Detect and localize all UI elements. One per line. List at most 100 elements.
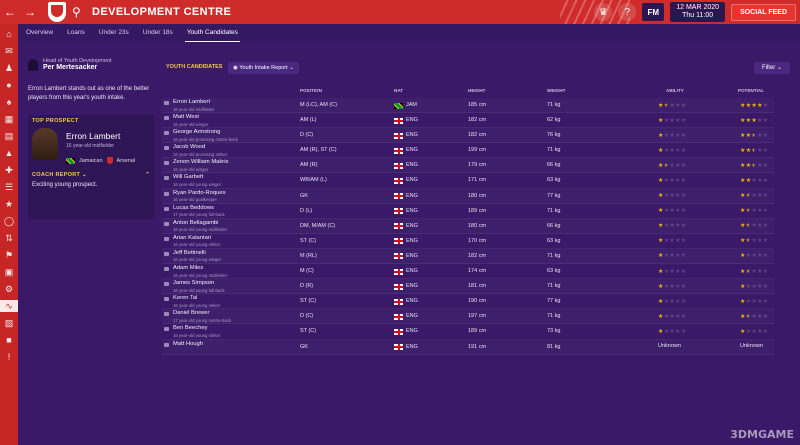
- fm-menu-button[interactable]: FM: [642, 3, 665, 21]
- player-name[interactable]: Daniel Brewer: [173, 310, 210, 317]
- potential-stars: ★★★★★: [740, 223, 769, 230]
- table-row[interactable]: Arian Kalantari 16 year-old young striker…: [162, 234, 774, 249]
- player-name[interactable]: George Armstrong: [173, 129, 221, 136]
- col-position[interactable]: POSITION: [300, 88, 322, 93]
- england-flag-icon: [394, 208, 403, 215]
- table-row[interactable]: Anton Bellagambi 16 year-old young midfie…: [162, 219, 774, 234]
- player-name[interactable]: James Simpson: [173, 280, 215, 287]
- table-row[interactable]: Lucas Beddows 17 year-old young full-back…: [162, 204, 774, 219]
- continue-date-button[interactable]: 12 MAR 2020 Thu 11:00: [670, 2, 726, 22]
- top-prospect-card[interactable]: TOP PROSPECT Erron Lambert 16 year-old m…: [28, 115, 154, 219]
- table-row[interactable]: George Armstrong 16 year-old promising ce…: [162, 128, 774, 144]
- player-nationality: ENG: [406, 147, 418, 154]
- home-icon[interactable]: ⌂: [6, 29, 12, 39]
- tab-under-23s[interactable]: Under 23s: [98, 29, 129, 36]
- potential-stars: ★★★★★: [740, 162, 769, 169]
- table-row[interactable]: Daniel Brewer 17 year-old young centre-ba…: [162, 309, 774, 325]
- squad-icon[interactable]: ♟: [4, 63, 14, 73]
- player-name[interactable]: Jeff Bettinelli: [173, 249, 206, 256]
- youth-intake-report-dropdown[interactable]: ◉ Youth Intake Report ⌄: [228, 62, 299, 74]
- dynamics-icon[interactable]: ●: [6, 80, 12, 90]
- staff-icon[interactable]: ♠: [6, 97, 12, 107]
- player-name[interactable]: Ryan Pardo-Roques: [173, 189, 226, 196]
- player-weight: 63 kg: [547, 177, 561, 184]
- club-vision-icon[interactable]: ▧: [4, 318, 14, 328]
- schedule-icon[interactable]: ☰: [4, 182, 14, 192]
- alert-icon[interactable]: !: [7, 352, 11, 362]
- player-weight: 71 kg: [547, 207, 561, 214]
- player-name[interactable]: Lucas Beddows: [173, 204, 214, 211]
- trophy-icon[interactable]: ♛: [594, 3, 613, 21]
- player-height: 180 cm: [468, 222, 487, 229]
- tab-under-18s[interactable]: Under 18s: [142, 29, 173, 36]
- club-crest-icon[interactable]: [48, 2, 66, 22]
- transfers-icon[interactable]: ⇅: [5, 233, 13, 243]
- development-centre-icon[interactable]: ∿: [0, 300, 18, 312]
- table-row[interactable]: Will Garbett 16 year-old young winger WB/A…: [162, 173, 774, 189]
- table-row[interactable]: James Simpson 16 year-old young full-back…: [162, 279, 774, 295]
- scouting-icon[interactable]: ◯: [3, 216, 15, 226]
- medical-icon[interactable]: ✚: [5, 165, 13, 175]
- social-feed-button[interactable]: SOCIAL FEED: [731, 3, 796, 21]
- player-name[interactable]: Adam Miles: [173, 265, 204, 272]
- prospect-nationality: Jamaican: [79, 157, 103, 164]
- club-info-icon[interactable]: ⚑: [4, 250, 14, 260]
- ability-stars: ★★★★★: [658, 132, 687, 139]
- time-label: Thu 11:00: [682, 12, 714, 19]
- player-name[interactable]: Jacob Wood: [173, 144, 206, 151]
- player-position: D (C): [300, 132, 314, 139]
- table-row[interactable]: Matt West 16 year-old winger AM (L) ENG 182 …: [162, 113, 774, 129]
- tab-loans[interactable]: Loans: [67, 29, 85, 36]
- tactics-icon[interactable]: ▦: [4, 114, 14, 124]
- competitions-icon[interactable]: ★: [4, 199, 14, 209]
- forward-icon[interactable]: →: [24, 5, 36, 19]
- chevron-up-icon[interactable]: ⌃: [145, 172, 150, 178]
- table-row[interactable]: Keren Tal 16 year-old young striker ST (C)…: [162, 294, 774, 310]
- player-name[interactable]: Matt West: [173, 114, 199, 121]
- prospect-name[interactable]: Erron Lambert: [66, 131, 121, 141]
- data-hub-icon[interactable]: ▤: [4, 131, 14, 141]
- dev-centre-icon[interactable]: ⚙: [4, 284, 14, 294]
- inbox-icon[interactable]: ✉: [5, 46, 13, 56]
- ability-stars: ★★★★★: [658, 313, 687, 320]
- col-potential[interactable]: POTENTIAL: [738, 88, 765, 93]
- player-description: 16 year-old winger: [173, 166, 209, 172]
- back-icon[interactable]: ←: [4, 5, 16, 19]
- player-description: 16 year-old winger: [173, 121, 209, 127]
- player-name[interactable]: Erron Lambert: [173, 99, 211, 105]
- player-name[interactable]: Keren Tal: [173, 295, 198, 302]
- player-height: 197 cm: [468, 313, 487, 320]
- table-row[interactable]: Jeff Bettinelli 16 year-old young winger M…: [162, 249, 774, 265]
- table-row[interactable]: Jacob Wood 16 year-old promising striker A…: [162, 143, 774, 159]
- col-ability[interactable]: ABILITY: [666, 88, 684, 93]
- table-row[interactable]: Ryan Pardo-Roques 16 year-old goalkeeper G…: [162, 189, 774, 204]
- finances-icon[interactable]: ▣: [4, 267, 14, 277]
- sidebar: ⌂ ✉ ♟ ● ♠ ▦ ▤ ▲ ✚ ☰ ★ ◯ ⇅ ⚑ ▣ ⚙ ∿ ▧ ■ !: [0, 24, 18, 445]
- hoyd-name[interactable]: Per Mertesacker: [43, 64, 98, 71]
- help-icon[interactable]: ?: [618, 3, 637, 21]
- filter-button[interactable]: Filter ⌄: [754, 62, 790, 74]
- player-weight: 71 kg: [547, 252, 561, 259]
- search-icon[interactable]: ⚲: [72, 5, 81, 19]
- table-row[interactable]: Zenon William Makris 16 year-old winger AM…: [162, 158, 774, 174]
- player-name[interactable]: Will Garbett: [173, 174, 204, 181]
- table-row[interactable]: Adam Miles 16 year-old young midfielder M …: [162, 264, 774, 280]
- player-name[interactable]: Zenon William Makris: [173, 159, 229, 166]
- table-row[interactable]: Ben Beechey 16 year-old young striker ST (…: [162, 324, 774, 340]
- tab-youth-candidates[interactable]: Youth Candidates: [184, 24, 240, 42]
- col-weight[interactable]: WEIGHT: [547, 88, 566, 93]
- player-name[interactable]: Anton Bellagambi: [173, 219, 219, 226]
- tab-overview[interactable]: Overview: [26, 29, 54, 36]
- col-height[interactable]: HEIGHT: [468, 88, 486, 93]
- col-nat[interactable]: NAT: [394, 88, 404, 93]
- report-icon[interactable]: ■: [6, 335, 12, 345]
- player-name[interactable]: Arian Kalantari: [173, 234, 212, 241]
- potential-stars: ★★★★★: [740, 313, 769, 320]
- player-name[interactable]: Ben Beechey: [173, 325, 208, 332]
- table-row[interactable]: Matt Hough GK ENG 191 cm 81 kg Unknown Unknown: [162, 340, 774, 355]
- coach-report-label[interactable]: COACH REPORT ⌄: [32, 172, 87, 178]
- training-icon[interactable]: ▲: [4, 148, 14, 158]
- player-name[interactable]: Matt Hough: [173, 340, 203, 347]
- table-row[interactable]: Erron Lambert 16 year-old midfielder M (LC…: [162, 98, 774, 114]
- player-description: 16 year-old young winger: [173, 257, 222, 263]
